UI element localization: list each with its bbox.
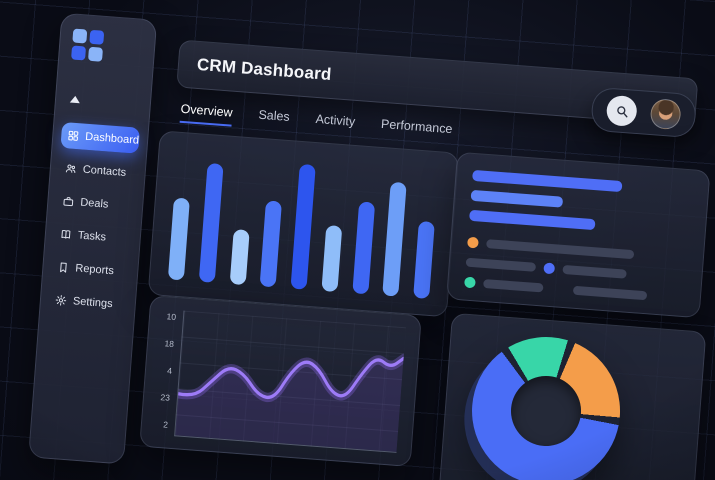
sidebar-item-dashboard[interactable]: Dashboard [60,121,141,154]
search-icon [616,105,628,117]
bar [290,163,316,290]
bar [321,225,343,293]
logo-square [71,45,87,61]
tasks-icon [59,228,72,241]
avatar[interactable] [649,98,682,131]
sidebar-item-tasks[interactable]: Tasks [53,221,133,253]
logo-square [87,46,104,62]
stat-dot [543,262,556,275]
stat-dot [467,236,479,249]
y-axis-tick-label: 4 [166,365,173,376]
stat-dot [464,276,476,289]
search-pill [590,86,698,139]
collapse-arrow-icon[interactable] [69,95,81,104]
sidebar-item-label: Settings [72,295,114,311]
stat-bar [486,239,635,260]
reports-icon [57,261,70,274]
app-logo[interactable] [71,28,106,64]
stat-bar [483,278,544,293]
stat-bar [562,264,627,279]
sidebar-nav: Dashboard Contacts Deals Tasks [48,121,141,318]
logo-square [72,28,88,44]
sidebar-item-deals[interactable]: Deals [55,188,135,220]
page-title: CRM Dashboard [196,54,333,84]
bar-chart-panel [147,130,460,318]
stat-bar [465,257,537,272]
sidebar-item-label: Reports [74,262,115,278]
tab-sales[interactable]: Sales [257,107,291,124]
line-chart-svg [175,353,406,452]
line-chart-y-axis: 10 18 4 23 2 [149,309,178,436]
stat-panel [446,151,711,319]
settings-icon [55,294,68,307]
stat-rows [464,169,692,304]
sidebar-item-label: Dashboard [84,130,140,147]
logo-square [89,29,105,45]
bar [382,181,407,297]
sidebar-item-label: Tasks [77,229,107,244]
bar [167,197,190,281]
tab-activity[interactable]: Activity [315,111,356,129]
line-chart-area [174,310,406,453]
tab-performance[interactable]: Performance [380,116,453,137]
contacts-icon [64,162,77,175]
y-axis-tick-label: 10 [166,311,177,323]
deals-icon [62,195,75,208]
donut-hole [508,373,584,449]
dashboard-stage: Dashboard Contacts Deals Tasks [18,6,711,480]
search-button[interactable] [605,94,638,127]
sidebar: Dashboard Contacts Deals Tasks [28,12,158,465]
bar [351,201,375,295]
donut-chart [466,331,626,480]
stat-bar [469,209,596,231]
sidebar-item-reports[interactable]: Reports [50,254,130,286]
bar-chart [166,147,441,300]
line-area-fill [175,358,404,452]
sidebar-item-label: Deals [79,196,109,211]
sidebar-item-contacts[interactable]: Contacts [58,155,138,187]
donut-chart-panel [437,312,707,480]
tab-overview[interactable]: Overview [179,101,234,127]
bar [259,200,283,288]
stat-bar [472,169,623,193]
main-area: CRM Dashboard Overview Sales Activity Pe… [139,39,711,480]
stat-bar [470,189,564,208]
bar [229,229,250,286]
bar [198,162,224,283]
sidebar-item-label: Contacts [82,163,127,179]
dashboard-icon [67,129,80,142]
y-axis-tick-label: 23 [160,392,171,403]
stat-space [551,288,565,290]
stat-bar [572,285,648,301]
bar [413,220,435,299]
sidebar-item-settings[interactable]: Settings [48,286,128,318]
y-axis-tick-label: 2 [162,419,169,430]
y-axis-tick-label: 18 [164,338,175,349]
line-chart-panel: 10 18 4 23 2 [139,295,422,468]
